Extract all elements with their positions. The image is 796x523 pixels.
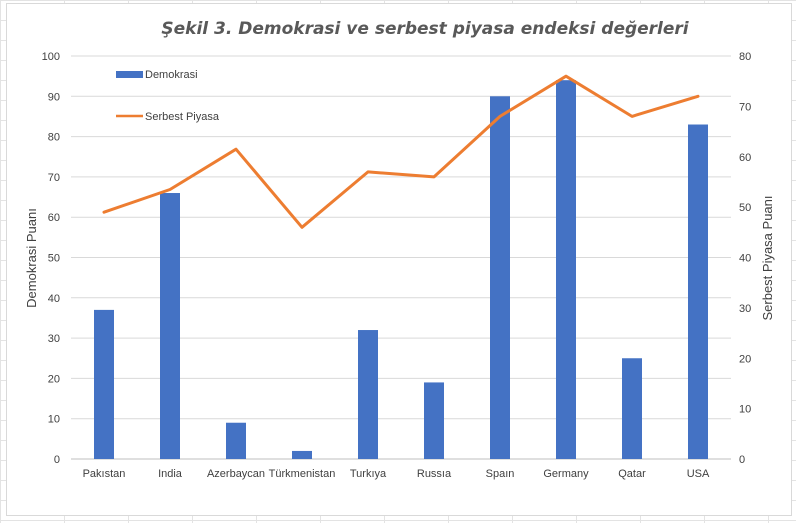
bar-demokrasi[interactable] [226, 422, 246, 459]
left-axis-tick-label: 0 [54, 454, 60, 466]
left-axis-tick-label: 100 [42, 51, 60, 63]
right-axis-tick-label: 50 [739, 202, 751, 214]
category-tick-label: Pakıstan [83, 468, 126, 480]
legend-demokrasi-label: Demokrasi [145, 69, 198, 81]
demokrasi-bars [94, 80, 708, 460]
left-axis-tick-label: 70 [48, 172, 60, 184]
right-axis-tick-label: 40 [739, 253, 751, 265]
gridlines [71, 55, 731, 460]
right-axis-tick-label: 10 [739, 404, 751, 416]
bar-demokrasi[interactable] [556, 80, 576, 460]
line-serbest-piyasa[interactable] [102, 74, 700, 229]
right-axis-tick-label: 70 [739, 101, 751, 113]
left-axis-tick-label: 10 [48, 414, 60, 426]
left-axis-tick-label: 30 [48, 333, 60, 345]
legend-demokrasi-swatch [116, 71, 143, 78]
right-axis-tick-label: 80 [739, 51, 751, 63]
left-axis-tick-label: 80 [48, 132, 60, 144]
bar-demokrasi[interactable] [622, 358, 642, 459]
category-tick-label: Turkıya [350, 468, 387, 480]
legend[interactable]: Demokrasi Serbest Piyasa [116, 69, 220, 123]
bar-demokrasi[interactable] [94, 309, 114, 459]
right-axis-title: Serbest Piyasa Puanı [760, 195, 775, 320]
left-axis-ticks: 0 10 20 30 40 50 60 70 80 90 100 [42, 51, 60, 466]
right-axis-tick-label: 60 [739, 152, 751, 164]
right-axis-tick-label: 0 [739, 454, 745, 466]
left-axis-tick-label: 50 [48, 253, 60, 265]
chart-area[interactable] [6, 3, 792, 516]
right-axis-tick-label: 20 [739, 353, 751, 365]
category-tick-label: India [158, 468, 183, 480]
category-tick-label: Spaın [486, 468, 515, 480]
right-axis-ticks: 0 10 20 30 40 50 60 70 80 [739, 51, 751, 466]
category-tick-label: Qatar [618, 468, 646, 480]
serbest-piyasa-line [102, 74, 700, 229]
bar-demokrasi[interactable] [160, 193, 180, 459]
category-tick-label: Azerbaycan [207, 468, 265, 480]
left-axis-tick-label: 20 [48, 373, 60, 385]
category-tick-label: Germany [543, 468, 589, 480]
left-axis-tick-label: 40 [48, 293, 60, 305]
bar-demokrasi[interactable] [424, 382, 444, 459]
bar-demokrasi[interactable] [688, 124, 708, 459]
legend-serbest-piyasa-label: Serbest Piyasa [145, 111, 220, 123]
left-axis-tick-label: 60 [48, 212, 60, 224]
category-tick-label: Russıa [417, 468, 452, 480]
right-axis-tick-label: 30 [739, 303, 751, 315]
bar-demokrasi[interactable] [358, 330, 378, 459]
category-tick-label: USA [687, 468, 710, 480]
left-axis-title: Demokrasi Puanı [24, 208, 39, 308]
category-tick-label: Türkmenistan [269, 468, 336, 480]
category-axis-ticks: Pakıstan India Azerbaycan Türkmenistan Turkı… [83, 468, 710, 480]
bar-demokrasi[interactable] [490, 96, 510, 460]
bar-demokrasi[interactable] [292, 450, 312, 459]
left-axis-tick-label: 90 [48, 91, 60, 103]
chart-title: Şekil 3. Demokrasi ve serbest piyasa end… [161, 19, 689, 39]
